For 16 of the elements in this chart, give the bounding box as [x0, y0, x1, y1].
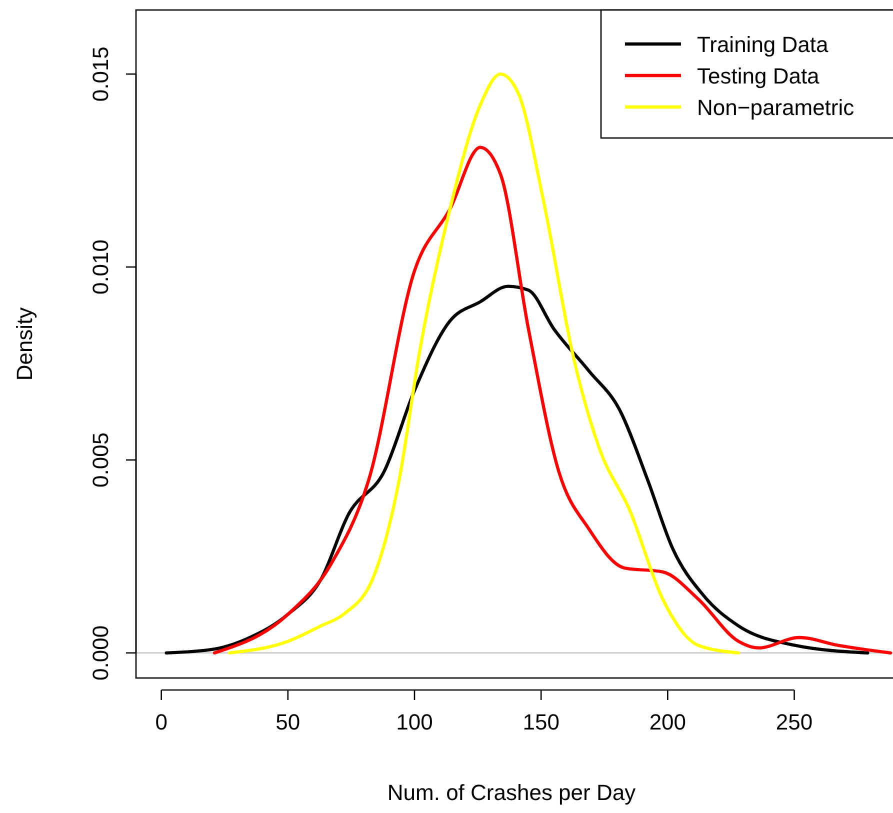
x-tick-label: 200 — [649, 710, 686, 735]
legend-label: Non−parametric — [697, 95, 854, 120]
x-tick-label: 0 — [155, 710, 168, 735]
x-tick-label: 50 — [276, 710, 300, 735]
y-tick-label: 0.010 — [88, 239, 113, 295]
x-tick-label: 150 — [522, 710, 560, 735]
y-tick-label: 0.000 — [88, 625, 113, 680]
legend-label: Testing Data — [697, 64, 820, 88]
line-series — [212, 146, 892, 655]
y-tick-label: 0.005 — [88, 432, 113, 488]
x-tick-label: 100 — [396, 710, 433, 735]
x-axis-title: Num. of Crashes per Day — [387, 780, 636, 805]
y-tick-label: 0.015 — [88, 46, 113, 102]
x-tick-label: 250 — [776, 710, 813, 735]
legend-label: Training Data — [697, 32, 830, 57]
y-axis-title: Density — [12, 307, 37, 381]
